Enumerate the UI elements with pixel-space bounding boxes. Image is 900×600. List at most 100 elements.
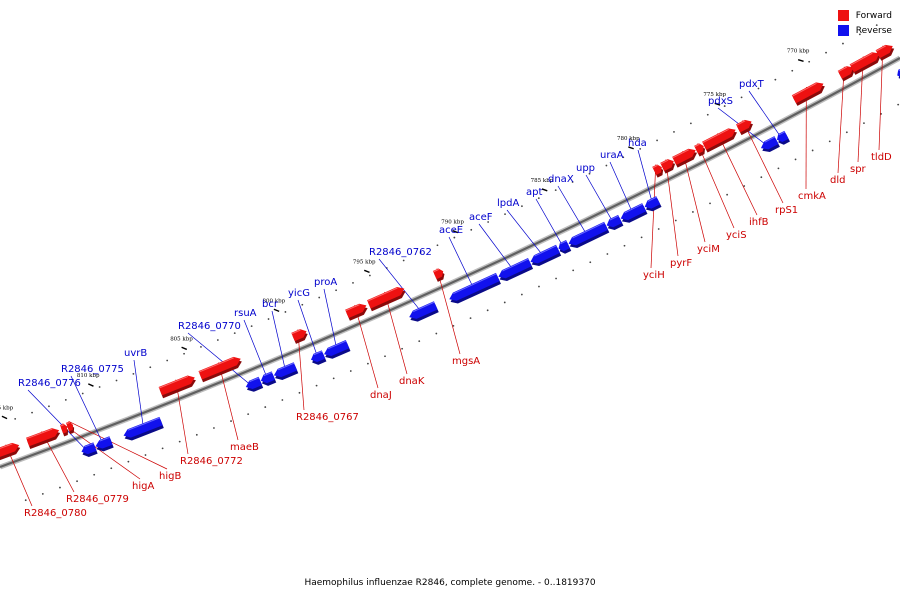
gene-label-dnaJ: dnaJ	[370, 390, 392, 401]
minor-tick-dot	[623, 244, 626, 247]
gene-R2846_0772	[158, 375, 196, 399]
leader-line	[218, 362, 239, 441]
label-leaders	[5, 45, 884, 507]
gene-label-proA: proA	[314, 277, 337, 288]
tick-mark	[628, 146, 634, 150]
minor-tick-dot	[419, 252, 422, 254]
leader-line	[187, 332, 256, 389]
gene-label-maeB: maeB	[230, 442, 259, 453]
gene-label-R2846_0772: R2846_0772	[180, 456, 243, 467]
gene-apt	[558, 240, 572, 254]
gene-yciS	[694, 143, 706, 157]
tick-label-770: 770 kbp	[787, 49, 810, 55]
minor-tick-dot	[537, 197, 540, 200]
gene-tldD	[875, 44, 895, 61]
leader-line	[384, 291, 408, 375]
minor-tick-dot	[352, 282, 354, 284]
leader-line	[650, 164, 657, 269]
tick-mark	[714, 102, 721, 106]
gene-pyrF	[660, 159, 676, 174]
gene-higA	[59, 423, 69, 437]
gene-label-R2846_0780: R2846_0780	[24, 508, 87, 519]
leader-line	[697, 143, 735, 229]
minor-tick-dot	[606, 253, 609, 255]
tick-label-785: 785 kbp	[531, 178, 554, 184]
gene-label-aceF: aceF	[469, 212, 493, 223]
minor-tick-dot	[76, 480, 78, 483]
minor-tick-dot	[14, 417, 17, 420]
backbone-shadow	[0, 55, 900, 470]
leader-line	[748, 90, 785, 142]
minor-tick-dot	[98, 386, 101, 388]
minor-tick-dot	[504, 213, 506, 216]
gene-aceF	[498, 258, 534, 282]
gene-label-yciH: yciH	[643, 270, 665, 281]
leader-line	[665, 159, 679, 257]
minor-tick-dot	[520, 293, 523, 296]
minor-tick-dot	[538, 285, 540, 288]
minor-tick-dot	[178, 440, 181, 443]
minor-tick-dot	[554, 189, 557, 191]
leader-line	[27, 389, 91, 455]
leader-line	[506, 209, 547, 261]
minor-tick-dot	[791, 69, 794, 72]
minor-tick-dot	[284, 311, 287, 313]
gene-higB	[65, 421, 75, 435]
gene-label-rpS1: rpS1	[775, 205, 798, 216]
gene-R2846_0780	[0, 442, 21, 461]
tick-label-780: 780 kbp	[617, 136, 640, 142]
minor-tick-dot	[794, 158, 797, 161]
minor-tick-dot	[555, 277, 557, 280]
leader-line	[68, 421, 168, 470]
gene-pdxS	[760, 136, 780, 153]
minor-tick-dot	[48, 405, 50, 408]
minor-tick-dot	[318, 296, 321, 299]
minor-tick-dot	[828, 140, 831, 143]
minor-tick-dot	[825, 51, 827, 54]
leader-line	[742, 120, 784, 204]
minor-tick-dot	[486, 309, 489, 312]
minor-tick-dot	[673, 131, 675, 133]
gene-R2846_0767	[291, 329, 308, 344]
tick-mark	[181, 346, 188, 351]
minor-tick-dot	[571, 181, 574, 183]
minor-tick-dot	[24, 499, 27, 502]
gene-yicG	[310, 350, 327, 365]
gene-lpdA	[530, 244, 562, 267]
gene-dnaK	[367, 286, 406, 312]
minor-tick-dot	[740, 96, 743, 99]
minor-tick-dot	[59, 486, 61, 489]
minor-tick-dot	[706, 113, 709, 116]
minor-tick-dot	[127, 460, 130, 463]
legend-label-reverse: Reverse	[855, 25, 892, 36]
minor-tick-dot	[858, 33, 861, 36]
minor-tick-dot	[774, 78, 777, 81]
minor-tick-dot	[332, 377, 335, 380]
gene-label-spr: spr	[850, 164, 867, 175]
minor-tick-dot	[436, 244, 439, 247]
leader-line	[323, 288, 339, 354]
gene-label-apt: apt	[526, 187, 542, 198]
minor-tick-dot	[743, 185, 746, 187]
gene-label-dnaK: dnaK	[399, 376, 425, 387]
gene-label-dnaX: dnaX	[548, 174, 574, 185]
minor-tick-dot	[264, 406, 267, 408]
gene-dnaJ	[345, 303, 368, 321]
gene-proA	[324, 340, 351, 359]
minor-tick-dot	[709, 202, 711, 205]
gene-label-cmkA: cmkA	[798, 191, 826, 202]
gene-label-higB: higB	[159, 471, 181, 482]
minor-tick-dot	[216, 339, 219, 341]
minor-tick-dot	[689, 122, 692, 125]
minor-tick-dot	[863, 122, 865, 125]
leader-line	[436, 268, 461, 355]
gene-R2846_0770	[245, 376, 264, 392]
minor-tick-dot	[161, 447, 164, 450]
gene-label-R2846_0767: R2846_0767	[296, 412, 359, 423]
minor-tick-dot	[132, 372, 135, 375]
gene-hda	[644, 196, 662, 212]
minor-tick-dot	[401, 347, 404, 350]
tick-label-815: 815 kbp	[0, 405, 14, 411]
gene-label-yciS: yciS	[726, 230, 747, 241]
gene-label-tldD: tldD	[871, 152, 892, 163]
